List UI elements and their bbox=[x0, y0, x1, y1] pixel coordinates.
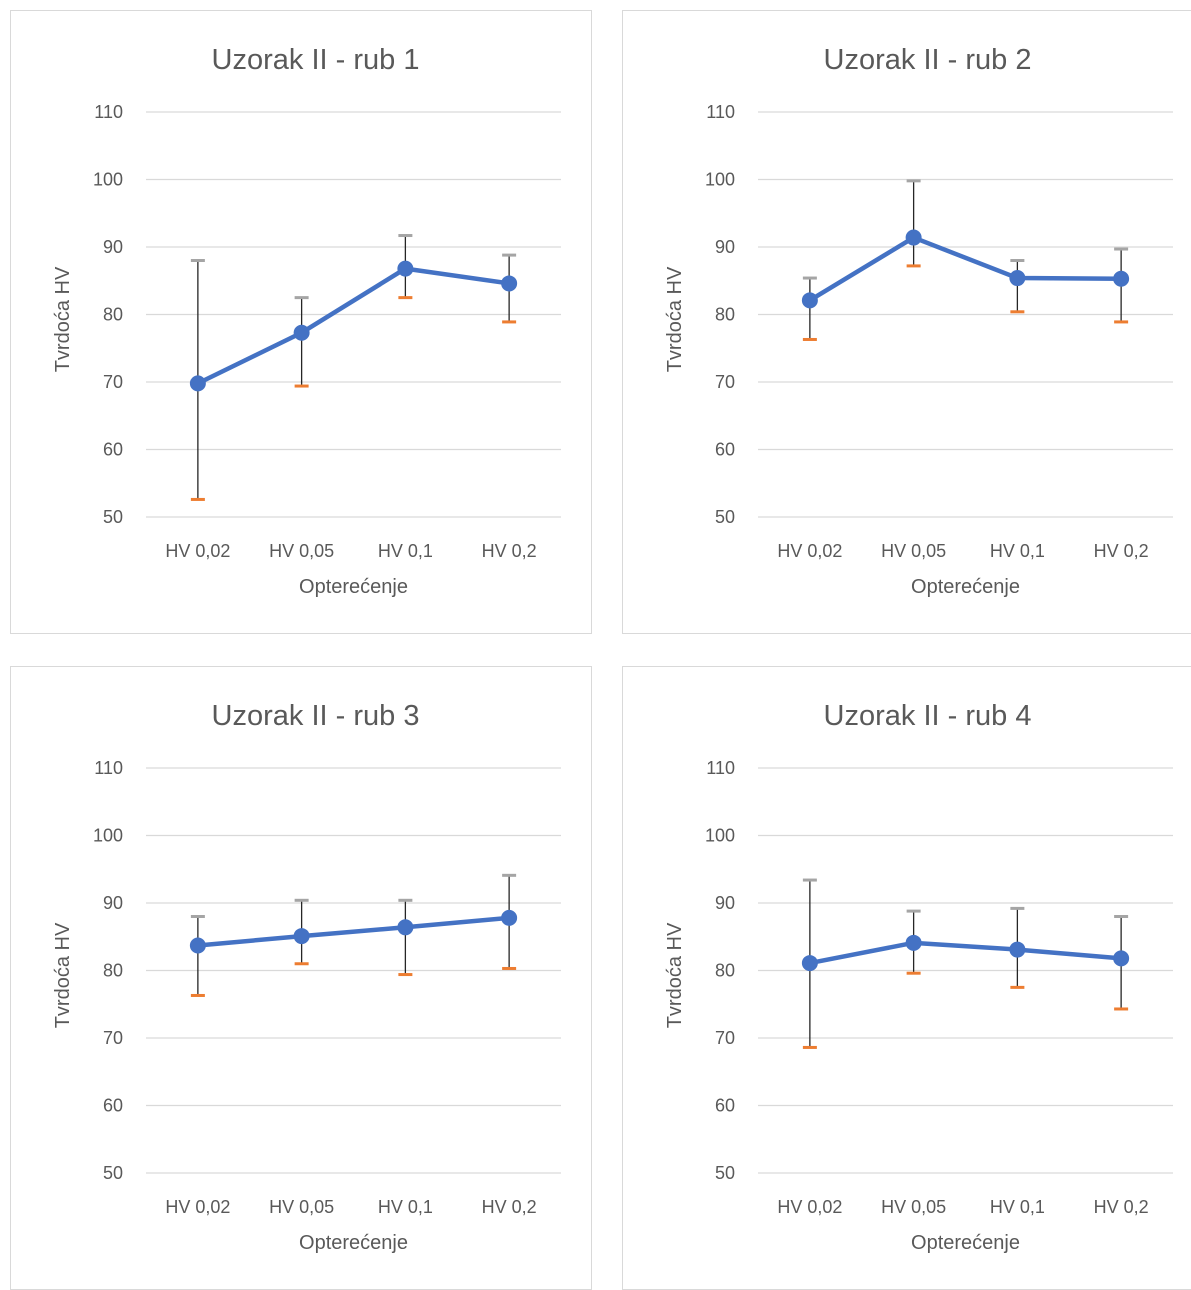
x-tick-label: HV 0,05 bbox=[269, 1197, 334, 1217]
y-tick-label: 110 bbox=[94, 758, 123, 778]
x-tick-label: HV 0,1 bbox=[990, 541, 1045, 561]
y-tick-label: 50 bbox=[103, 507, 123, 527]
data-point bbox=[801, 292, 818, 309]
y-tick-label: 110 bbox=[706, 758, 735, 778]
chart-svg: 50 60 70 80 90 100 110 HV 0,02 HV 0,05 HV 0,1 HV 0… bbox=[664, 44, 1173, 598]
chart-title: Uzorak II - rub 2 bbox=[824, 44, 1032, 76]
y-tick-label: 90 bbox=[103, 237, 123, 257]
chart-panel-3: 50 60 70 80 90 100 110 HV 0,02 HV 0,05 HV 0,1 HV 0… bbox=[10, 666, 592, 1290]
data-point bbox=[1113, 270, 1130, 287]
y-tick-label: 80 bbox=[103, 961, 123, 981]
y-axis-title: Tvrdoća HV bbox=[52, 266, 74, 372]
y-axis-title: Tvrdoća HV bbox=[664, 266, 686, 372]
chart-title: Uzorak II - rub 3 bbox=[212, 700, 420, 732]
y-tick-label: 80 bbox=[715, 961, 735, 981]
y-tick-label: 80 bbox=[715, 305, 735, 325]
x-tick-label: HV 0,02 bbox=[777, 541, 842, 561]
data-point bbox=[189, 375, 206, 392]
data-point bbox=[905, 934, 922, 951]
chart-title: Uzorak II - rub 4 bbox=[824, 700, 1032, 732]
y-axis-title: Tvrdoća HV bbox=[52, 922, 74, 1028]
x-tick-label: HV 0,2 bbox=[1094, 1197, 1149, 1217]
chart-title: Uzorak II - rub 1 bbox=[212, 44, 420, 76]
data-point bbox=[1009, 270, 1026, 287]
x-tick-label: HV 0,05 bbox=[881, 541, 946, 561]
chart-panel-2: 50 60 70 80 90 100 110 HV 0,02 HV 0,05 HV 0,1 HV 0… bbox=[622, 10, 1191, 634]
x-axis-title: Opterećenje bbox=[911, 1232, 1020, 1254]
y-tick-label: 60 bbox=[715, 1096, 735, 1116]
x-axis-title: Opterećenje bbox=[299, 576, 408, 598]
y-tick-label: 100 bbox=[93, 826, 123, 846]
y-tick-label: 80 bbox=[103, 305, 123, 325]
x-tick-label: HV 0,2 bbox=[1094, 541, 1149, 561]
series-line bbox=[195, 266, 512, 386]
series-line bbox=[807, 235, 1124, 303]
x-axis-title: Opterećenje bbox=[911, 576, 1020, 598]
data-point bbox=[189, 937, 206, 954]
data-point bbox=[1113, 950, 1130, 967]
series-line bbox=[195, 915, 512, 948]
x-tick-label: HV 0,1 bbox=[378, 541, 433, 561]
x-tick-label: HV 0,05 bbox=[881, 1197, 946, 1217]
y-tick-label: 100 bbox=[705, 826, 735, 846]
y-tick-label: 100 bbox=[93, 170, 123, 190]
y-tick-label: 90 bbox=[103, 893, 123, 913]
y-tick-label: 50 bbox=[715, 507, 735, 527]
y-tick-label: 70 bbox=[103, 1028, 123, 1048]
data-point bbox=[501, 909, 518, 926]
x-tick-label: HV 0,1 bbox=[378, 1197, 433, 1217]
x-tick-label: HV 0,02 bbox=[777, 1197, 842, 1217]
data-point bbox=[397, 260, 414, 277]
y-tick-label: 70 bbox=[715, 1028, 735, 1048]
data-point bbox=[1009, 941, 1026, 958]
y-tick-label: 50 bbox=[715, 1163, 735, 1183]
x-tick-label: HV 0,05 bbox=[269, 541, 334, 561]
chart-svg: 50 60 70 80 90 100 110 HV 0,02 HV 0,05 HV 0,1 HV 0… bbox=[52, 700, 561, 1254]
data-point bbox=[293, 324, 310, 341]
y-tick-label: 100 bbox=[705, 170, 735, 190]
chart-svg: 50 60 70 80 90 100 110 HV 0,02 HV 0,05 HV 0,1 HV 0… bbox=[52, 44, 561, 598]
y-tick-label: 90 bbox=[715, 237, 735, 257]
y-tick-label: 70 bbox=[103, 372, 123, 392]
y-tick-label: 70 bbox=[715, 372, 735, 392]
data-point bbox=[905, 229, 922, 246]
x-tick-label: HV 0,1 bbox=[990, 1197, 1045, 1217]
y-tick-label: 90 bbox=[715, 893, 735, 913]
x-tick-label: HV 0,02 bbox=[165, 1197, 230, 1217]
y-tick-label: 60 bbox=[715, 440, 735, 460]
data-point bbox=[293, 928, 310, 945]
chart-svg: 50 60 70 80 90 100 110 HV 0,02 HV 0,05 HV 0,1 HV 0… bbox=[664, 700, 1173, 1254]
y-tick-label: 110 bbox=[706, 102, 735, 122]
y-tick-label: 50 bbox=[103, 1163, 123, 1183]
y-tick-label: 110 bbox=[94, 102, 123, 122]
chart-panel-4: 50 60 70 80 90 100 110 HV 0,02 HV 0,05 HV 0,1 HV 0… bbox=[622, 666, 1191, 1290]
x-tick-label: HV 0,2 bbox=[482, 1197, 537, 1217]
x-axis-title: Opterećenje bbox=[299, 1232, 408, 1254]
y-axis-title: Tvrdoća HV bbox=[664, 922, 686, 1028]
data-point bbox=[501, 275, 518, 292]
x-tick-label: HV 0,2 bbox=[482, 541, 537, 561]
chart-panel-1: 50 60 70 80 90 100 110 HV 0,02 HV 0,05 HV 0,1 HV 0… bbox=[10, 10, 592, 634]
data-point bbox=[397, 919, 414, 936]
y-tick-label: 60 bbox=[103, 440, 123, 460]
data-point bbox=[801, 955, 818, 972]
x-tick-label: HV 0,02 bbox=[165, 541, 230, 561]
y-tick-label: 60 bbox=[103, 1096, 123, 1116]
series-line bbox=[807, 940, 1124, 966]
